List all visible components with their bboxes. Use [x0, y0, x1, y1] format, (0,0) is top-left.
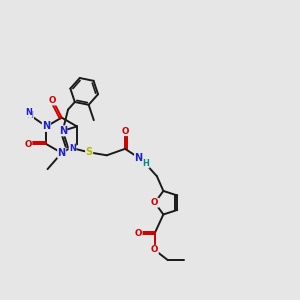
- Text: O: O: [24, 140, 32, 148]
- Text: N: N: [58, 148, 66, 158]
- Text: N: N: [25, 108, 32, 117]
- Text: N: N: [27, 111, 34, 120]
- Text: O: O: [151, 245, 158, 254]
- Text: O: O: [151, 198, 159, 207]
- Text: N: N: [58, 126, 67, 136]
- Text: N: N: [69, 144, 76, 153]
- Text: N: N: [135, 153, 143, 163]
- Text: O: O: [49, 96, 57, 105]
- Text: O: O: [121, 127, 129, 136]
- Text: N: N: [42, 122, 50, 131]
- Text: S: S: [85, 147, 93, 158]
- Text: H: H: [142, 159, 149, 168]
- Text: O: O: [135, 229, 142, 238]
